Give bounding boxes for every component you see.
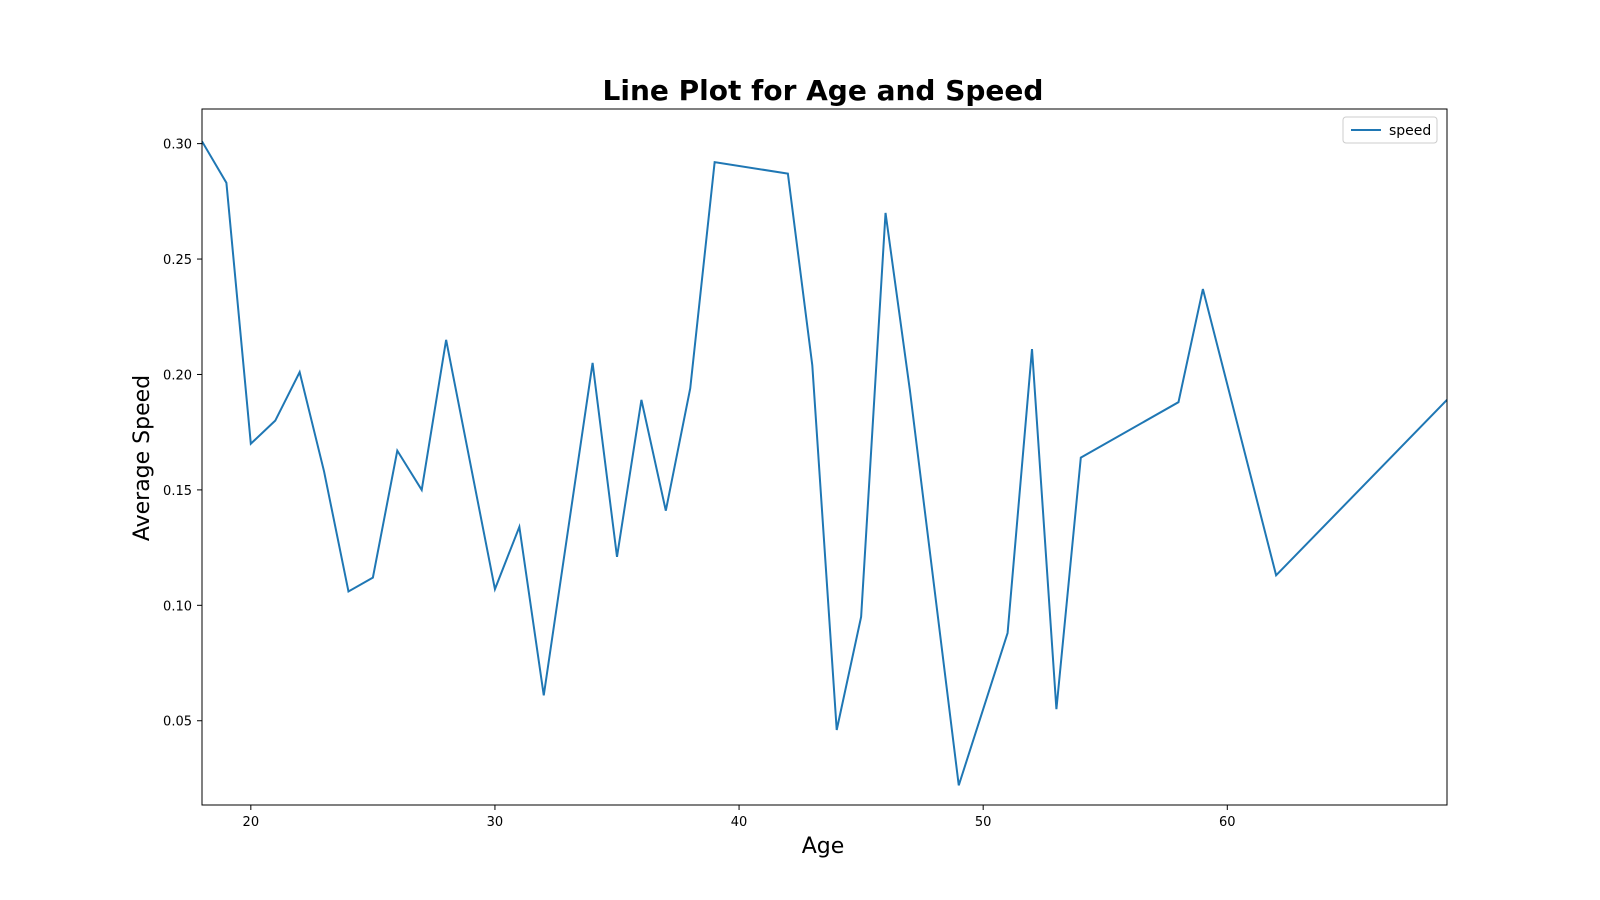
y-tick-label: 0.20 <box>163 368 192 383</box>
x-tick-label: 40 <box>731 815 748 830</box>
axes-frame <box>201 108 1448 806</box>
y-tick-label: 0.05 <box>163 715 192 730</box>
legend-label: speed <box>1389 123 1431 139</box>
legend-box <box>1342 116 1438 144</box>
chart-title: Line Plot for Age and Speed <box>603 74 1044 107</box>
y-axis-label: Average Speed <box>130 375 155 541</box>
y-axis: 0.05 0.10 0.15 0.20 0.25 0.30 <box>163 138 202 730</box>
x-axis: 20 30 40 50 60 <box>243 805 1236 830</box>
x-tick-label: 20 <box>243 815 260 830</box>
y-tick-label: 0.10 <box>163 599 192 614</box>
series-line-speed <box>202 140 1447 786</box>
y-tick-label: 0.15 <box>163 484 192 499</box>
x-axis-label: Age <box>802 834 845 859</box>
x-tick-label: 30 <box>487 815 504 830</box>
x-tick-label: 60 <box>1219 815 1236 830</box>
legend: speed <box>1342 116 1438 144</box>
x-tick-label: 50 <box>975 815 992 830</box>
y-tick-label: 0.25 <box>163 253 192 268</box>
plot-area <box>201 108 1448 806</box>
y-tick-label: 0.30 <box>163 138 192 153</box>
